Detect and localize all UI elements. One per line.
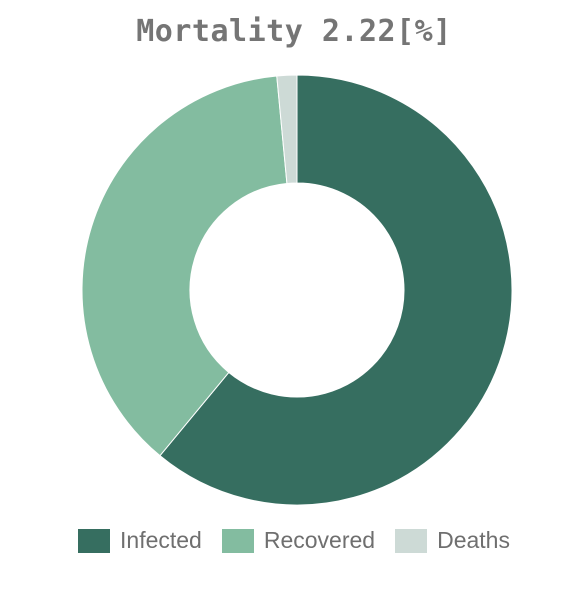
slice-deaths[interactable] bbox=[276, 74, 298, 185]
slice-recovered[interactable] bbox=[81, 75, 288, 457]
legend-item-deaths[interactable]: Deaths bbox=[395, 527, 510, 554]
legend-swatch-deaths bbox=[395, 528, 428, 553]
legend-item-recovered[interactable]: Recovered bbox=[221, 527, 376, 554]
legend-label-infected: Infected bbox=[120, 527, 202, 553]
donut-slices bbox=[81, 74, 513, 506]
legend-swatch-recovered bbox=[221, 528, 254, 553]
legend-swatch-infected bbox=[78, 528, 111, 553]
legend-label-deaths: Deaths bbox=[437, 527, 510, 553]
legend-label-recovered: Recovered bbox=[263, 527, 376, 553]
slice-infected[interactable] bbox=[159, 74, 513, 506]
legend-item-infected[interactable]: Infected bbox=[78, 527, 202, 554]
legend: Infected Recovered Deaths bbox=[0, 527, 588, 554]
chart-title: Mortality 2.22[%] bbox=[136, 14, 452, 49]
